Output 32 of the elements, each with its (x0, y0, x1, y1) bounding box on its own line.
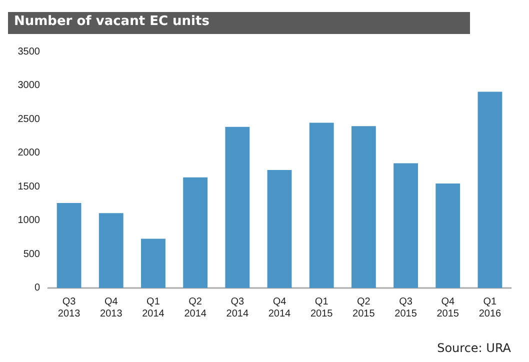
y-tick-label: 3000 (18, 80, 40, 92)
x-tick-label: Q4 2014 (268, 296, 292, 320)
y-tick-label: 3500 (18, 46, 40, 58)
bar (56, 203, 82, 288)
x-tick-label: Q3 2014 (226, 296, 249, 320)
source-note: Source: URA (437, 341, 512, 355)
bar (98, 213, 124, 288)
y-tick-label: 500 (23, 248, 40, 260)
bar (267, 170, 292, 288)
bar (141, 238, 166, 288)
bar (309, 122, 334, 288)
chart-title: Number of vacant EC units (14, 14, 210, 29)
x-tick-label: Q1 2016 (478, 296, 502, 320)
x-tick-label: Q3 2013 (58, 296, 81, 320)
bar (183, 177, 208, 288)
y-tick-label: 2500 (18, 114, 40, 125)
x-tick-label: Q4 2013 (100, 296, 123, 320)
y-tick-label: 1000 (18, 215, 40, 226)
bar (436, 183, 460, 288)
x-tick-label: Q4 2015 (436, 296, 460, 320)
x-tick-label: Q1 2014 (142, 296, 165, 320)
y-tick-label: 1500 (18, 181, 40, 192)
y-tick-label: 2000 (18, 148, 40, 159)
x-tick-label: Q1 2015 (310, 296, 334, 320)
x-tick-label: Q3 2015 (394, 296, 418, 320)
y-tick-label: 0 (34, 282, 40, 294)
x-tick-label: Q2 2015 (352, 296, 376, 320)
bar (478, 92, 502, 288)
bar (351, 126, 376, 288)
bar (394, 163, 418, 288)
bar (225, 126, 250, 288)
x-tick-label: Q2 2014 (184, 296, 207, 320)
